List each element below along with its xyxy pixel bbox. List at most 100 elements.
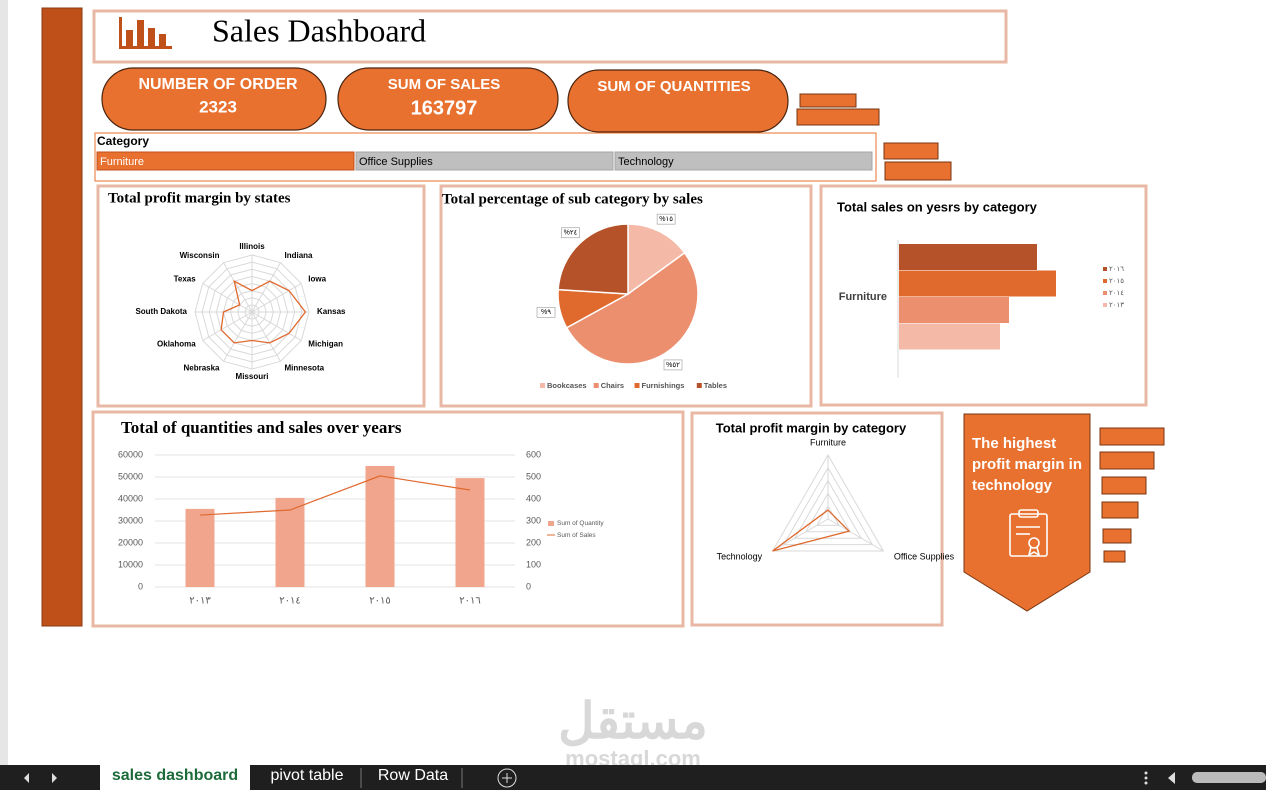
- radar-label: Oklahoma: [157, 340, 196, 349]
- chart-panel: [690, 411, 944, 627]
- sheet-tab[interactable]: Row Data: [378, 767, 463, 788]
- x-tick-label: ٢٠١٦: [459, 596, 480, 607]
- data-label-box: [561, 227, 580, 239]
- scroll-left[interactable]: [1168, 772, 1175, 784]
- slicer-button-bg: [355, 151, 614, 171]
- radar-spoke: [251, 311, 281, 362]
- h-scrollbar[interactable]: [1192, 772, 1266, 783]
- chart-title: Total profit margin by states: [108, 190, 291, 206]
- y-tick-label: Furniture: [839, 291, 887, 303]
- radar-label: South Dakota: [135, 307, 187, 316]
- header-box: [92, 9, 1008, 64]
- slicer-button[interactable]: Technology: [614, 151, 873, 171]
- legend-swatch: [634, 383, 640, 388]
- data-label: %٩: [541, 309, 551, 316]
- add-sheet[interactable]: [497, 768, 517, 788]
- slicer-button-label: Furniture: [100, 156, 144, 168]
- tab-bg: [100, 765, 250, 790]
- radar-label: Minnesota: [285, 363, 325, 372]
- legend-label: Sum of Quantity: [557, 520, 604, 527]
- kpi-card: [337, 67, 559, 131]
- data-label: %٢٤: [564, 230, 578, 237]
- pie-slice: [557, 223, 629, 295]
- radar-ring: [771, 453, 885, 552]
- legend-swatch: [593, 383, 599, 388]
- kpi-card: [567, 69, 789, 133]
- y2-tick-label: 300: [526, 515, 541, 525]
- chart-panel: [819, 184, 1148, 407]
- radar-line: [772, 509, 851, 552]
- legend-label: Sum of Sales: [557, 532, 596, 539]
- slicer-button-bg: [614, 151, 873, 171]
- chart-title: Total sales on yesrs by category: [837, 199, 1038, 214]
- legend-label: Furnishings: [642, 381, 685, 390]
- radar-label: Nebraska: [183, 363, 220, 372]
- sheet-tab[interactable]: pivot table: [271, 767, 362, 788]
- x-tick-label: ٢٠١٤: [279, 596, 300, 607]
- slicer-title: Category: [97, 134, 149, 148]
- legend-swatch: [1103, 291, 1107, 295]
- radar-label: Iowa: [308, 275, 326, 284]
- radar-spoke: [251, 283, 302, 313]
- legend-label: Tables: [704, 381, 727, 390]
- legend-label: ٢٠١٤: [1109, 290, 1124, 297]
- radar-spoke: [202, 283, 253, 313]
- legend-label: ٢٠١٣: [1109, 302, 1124, 309]
- radar-ring: [793, 479, 863, 539]
- y-tick-label: 60000: [118, 449, 143, 459]
- slicer-button-label: Technology: [618, 156, 674, 168]
- radar-line: [220, 279, 307, 344]
- slicer-button[interactable]: Office Supplies: [355, 151, 614, 171]
- add-sheet-icon: [502, 773, 512, 783]
- y2-tick-label: 200: [526, 537, 541, 547]
- x-tick-label: ٢٠١٥: [369, 596, 390, 607]
- radar-label: Wisconsin: [180, 251, 220, 260]
- callout-box: The highest profit margin in technology: [972, 435, 1082, 494]
- header-icon: [119, 17, 172, 49]
- legend-swatch: [1103, 279, 1107, 283]
- radar-label: Missouri: [236, 372, 269, 381]
- data-label-box: [656, 213, 676, 225]
- slicer-button-label: Office Supplies: [359, 156, 433, 168]
- y2-tick-label: 0: [526, 581, 531, 591]
- certificate-icon: [1009, 509, 1048, 557]
- y-tick-label: 30000: [118, 515, 143, 525]
- sheet-tab[interactable]: sales dashboard: [100, 765, 250, 790]
- radar-spoke: [827, 518, 884, 552]
- tab-menu[interactable]: [1144, 771, 1148, 785]
- radar-label: Technology: [717, 551, 763, 561]
- y2-tick-label: 100: [526, 559, 541, 569]
- tab-label: Row Data: [378, 767, 448, 784]
- sheet-tabs: sales dashboard pivot table Row Data: [100, 765, 463, 790]
- tab-label: sales dashboard: [112, 767, 238, 784]
- radar-ring: [782, 466, 874, 546]
- y2-tick-label: 600: [526, 449, 541, 459]
- chart-title: Total percentage of sub category by sale…: [442, 191, 703, 207]
- radar-spoke: [202, 311, 253, 341]
- pie-slice: [627, 223, 686, 296]
- pie-slice: [565, 251, 699, 365]
- legend-swatch: [548, 521, 554, 526]
- bar: [899, 323, 1000, 350]
- radar-label: Texas: [174, 275, 197, 284]
- kpi-card: [101, 67, 327, 131]
- data-label: %١٥: [659, 216, 673, 223]
- y-tick-label: 0: [138, 581, 143, 591]
- slicer-items: Furniture Office Supplies Technology: [96, 151, 873, 171]
- y2-tick-label: 500: [526, 471, 541, 481]
- data-label-box: [536, 307, 556, 318]
- bar: [899, 244, 1037, 270]
- legend-label: Bookcases: [547, 381, 587, 390]
- bar: [275, 497, 305, 587]
- callout-shape: [963, 413, 1091, 612]
- kpi-label: NUMBER OF ORDER: [138, 76, 298, 93]
- y-tick-label: 20000: [118, 537, 143, 547]
- radar-ring: [804, 492, 852, 533]
- y2-tick-label: 400: [526, 493, 541, 503]
- decor-bars: [796, 93, 1165, 563]
- radar-label: Kansas: [317, 307, 346, 316]
- slicer-button[interactable]: Furniture: [96, 151, 355, 171]
- bar: [455, 478, 485, 587]
- radar-spoke: [772, 518, 829, 552]
- radar-spoke: [251, 262, 281, 313]
